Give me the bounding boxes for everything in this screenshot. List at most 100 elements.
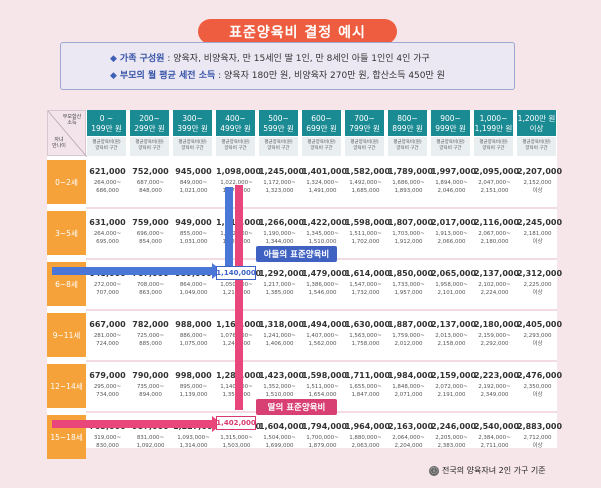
range-high: 2,158,000: [437, 341, 466, 347]
table-cell: 1,598,000 1,511,000~ 1,702,000: [345, 211, 390, 255]
average-cost: 2,137,000: [431, 320, 477, 329]
average-cost: 621,000: [89, 167, 126, 176]
average-cost: 782,000: [132, 320, 169, 329]
average-cost: 752,000: [132, 167, 169, 176]
range-low: 1,511,000~: [349, 231, 382, 237]
average-cost: 2,476,000: [517, 371, 563, 380]
average-cost: 1,964,000: [345, 422, 391, 431]
daughter-highlight-value: 1,402,000: [216, 416, 256, 430]
range-low: 1,958,000~: [435, 282, 468, 288]
table-cell: 790,000 735,000~ 894,000: [130, 364, 171, 408]
table-cell: 1,494,000 1,407,000~ 1,562,000: [302, 313, 348, 357]
range-high: 2,204,000: [394, 443, 423, 449]
table-cell: 1,789,000 1,686,000~ 1,893,000: [388, 160, 433, 204]
average-cost: 2,095,000: [474, 167, 520, 176]
average-cost: 759,000: [132, 218, 169, 227]
range-high: 이상: [532, 443, 543, 449]
table-corner: 부모합산 소득 자녀 만나이: [47, 110, 87, 157]
table-cell: 998,000 895,000~ 1,139,000: [173, 364, 214, 408]
range-low: 2,293,000: [523, 333, 552, 339]
range-high: 1,732,000: [351, 290, 380, 296]
column-header: 700~ 799만 원: [345, 110, 384, 136]
average-cost: 2,163,000: [388, 422, 434, 431]
table-cell: 2,223,000 2,192,000~ 2,349,000: [474, 364, 520, 408]
average-cost: 631,000: [89, 218, 126, 227]
table-cell: 1,292,000 1,217,000~ 1,385,000: [259, 262, 304, 306]
table-cell: 1,598,000 1,511,000~ 1,654,000: [302, 364, 348, 408]
range-high: 885,000: [139, 341, 162, 347]
range-low: 264,000~: [93, 231, 122, 237]
range-high: 2,224,000: [480, 290, 509, 296]
average-cost: 1,997,000: [431, 167, 477, 176]
average-cost: 1,598,000: [302, 371, 348, 380]
age-row-label: 0~2세: [47, 160, 86, 204]
table-cell: 759,000 696,000~ 854,000: [130, 211, 171, 255]
table-cell: 2,405,000 2,293,000 이상: [517, 313, 562, 357]
average-cost: 1,614,000: [345, 269, 391, 278]
page-title: 표준양육비 결정 예시: [198, 19, 397, 44]
row-divider: [86, 309, 557, 311]
range-high: 1,912,000: [394, 239, 423, 245]
range-low: 1,093,000~: [177, 435, 210, 441]
average-cost: 2,207,000: [517, 167, 563, 176]
average-cost: 1,266,000: [259, 218, 305, 227]
range-high: 2,292,000: [480, 341, 509, 347]
table-cell: 2,095,000 2,047,000~ 2,151,000: [474, 160, 520, 204]
range-low: 2,350,000: [523, 384, 552, 390]
table-cell: 2,163,000 2,064,000~ 2,204,000: [388, 415, 434, 459]
range-high: 1,092,000: [136, 443, 165, 449]
son-vertical-arrow: [225, 187, 233, 271]
range-low: 1,190,000~: [263, 231, 296, 237]
corner-income-label: 부모합산 소득: [62, 114, 82, 126]
range-low: 2,712,000: [523, 435, 552, 441]
average-cost: 1,494,000: [302, 320, 348, 329]
range-low: 272,000~: [93, 282, 122, 288]
range-low: 295,000~: [93, 384, 122, 390]
range-low: 2,152,000: [523, 180, 552, 186]
range-high: 1,021,000: [179, 188, 208, 194]
range-low: 1,352,000~: [263, 384, 296, 390]
corner-age-label: 자녀 만나이: [52, 137, 66, 149]
range-low: 1,563,000~: [349, 333, 382, 339]
range-high: 2,101,000: [437, 290, 466, 296]
range-high: 1,385,000: [265, 290, 294, 296]
average-cost: 949,000: [175, 218, 212, 227]
column-subheader: 평균양육비(원) 양육비 구간: [517, 137, 556, 156]
column-subheader: 평균양육비(원) 양육비 구간: [345, 137, 384, 156]
range-high: 707,000: [96, 290, 119, 296]
range-high: 1,031,000: [179, 239, 208, 245]
range-high: 이상: [532, 239, 543, 245]
range-high: 2,151,000: [480, 188, 509, 194]
range-low: 264,000~: [93, 180, 122, 186]
table-cell: 1,984,000 1,848,000~ 2,071,000: [388, 364, 433, 408]
average-cost: 2,180,000: [474, 320, 520, 329]
range-high: 1,685,000: [351, 188, 380, 194]
average-cost: 2,223,000: [474, 371, 520, 380]
range-high: 1,562,000: [308, 341, 337, 347]
average-cost: 945,000: [175, 167, 212, 176]
table-cell: 1,582,000 1,492,000~ 1,685,000: [345, 160, 390, 204]
table-cell: 1,245,000 1,172,000~ 1,323,000: [259, 160, 304, 204]
range-low: 1,655,000~: [349, 384, 382, 390]
average-cost: 988,000: [175, 320, 212, 329]
range-low: 281,000~: [93, 333, 122, 339]
average-cost: 1,794,000: [302, 422, 348, 431]
column-subheader: 평균양육비(원) 양육비 구간: [302, 137, 341, 156]
table-cell: 667,000 281,000~ 724,000: [87, 313, 128, 357]
range-high: 2,063,000: [351, 443, 380, 449]
range-low: 1,894,000~: [435, 180, 468, 186]
table-cell: 2,017,000 1,913,000~ 2,066,000: [431, 211, 476, 255]
column-header: 1,200만 원 이상: [517, 110, 556, 136]
table-cell: 2,065,000 1,958,000~ 2,101,000: [431, 262, 476, 306]
info-icon: ⓘ: [429, 465, 439, 476]
table-cell: 679,000 295,000~ 734,000: [87, 364, 128, 408]
column-subheader: 평균양육비(원) 양육비 구간: [431, 137, 470, 156]
table-cell: 621,000 264,000~ 686,000: [87, 160, 128, 204]
range-high: 이상: [532, 392, 543, 398]
range-low: 1,022,000~: [220, 180, 253, 186]
table-cell: 1,266,000 1,190,000~ 1,344,000: [259, 211, 305, 255]
range-high: 863,000: [139, 290, 162, 296]
average-cost: 2,312,000: [517, 269, 563, 278]
average-cost: 1,850,000: [388, 269, 434, 278]
info-box: ◆ 가족 구성원 : 양육자, 비양육자, 만 15세인 딸 1인, 만 8세인 …: [60, 42, 515, 90]
